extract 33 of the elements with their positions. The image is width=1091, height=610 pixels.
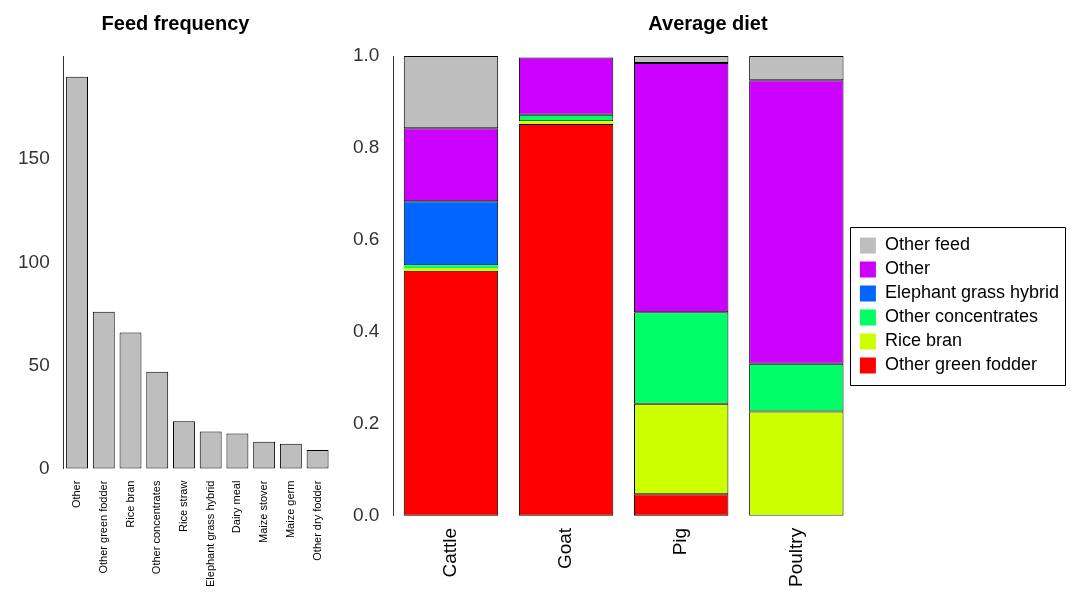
- chart-title: Average diet: [648, 11, 768, 34]
- y-tick-label: 0.0: [352, 504, 380, 526]
- x-tick-label: Elephant grass hybrid: [203, 480, 216, 588]
- x-tick-label: Goat: [554, 527, 576, 570]
- x-tick-label: Rice bran: [123, 480, 136, 528]
- y-tick-label: 0.2: [352, 412, 380, 434]
- x-tick-label: Other dry fodder: [310, 480, 323, 561]
- chart-title: Feed frequency: [101, 11, 251, 34]
- x-tick-label: Rice straw: [177, 480, 189, 532]
- legend-label: Other: [884, 258, 930, 279]
- y-tick-label: 0.4: [352, 320, 380, 342]
- y-tick-label: 0.6: [352, 228, 380, 250]
- legend-label: Other green fodder: [884, 354, 1038, 375]
- legend-label: Rice bran: [884, 330, 962, 351]
- legend-label: Other concentrates: [884, 306, 1038, 327]
- legend-label: Other feed: [884, 234, 970, 255]
- x-tick-label: Maize stover: [257, 480, 270, 543]
- bar: [518, 121, 614, 125]
- x-tick-label: Pig: [669, 527, 691, 556]
- x-tick-label: Other green fodder: [96, 480, 109, 574]
- y-tick-label: 100: [18, 250, 50, 272]
- legend-label: Elephant grass hybrid: [884, 282, 1060, 303]
- x-tick-label: Maize germ: [283, 480, 296, 539]
- x-tick-label: Other: [70, 480, 83, 509]
- y-tick-label: 1.0: [352, 44, 380, 66]
- x-tick-label: Cattle: [439, 527, 461, 578]
- x-tick-label: Dairy meal: [230, 480, 243, 534]
- x-tick-label: Poultry: [784, 527, 806, 588]
- y-tick-label: 150: [18, 147, 50, 169]
- y-tick-label: 0: [39, 456, 50, 478]
- y-tick-label: 0.8: [352, 136, 380, 158]
- x-tick-label: Other concentrates: [150, 480, 163, 575]
- y-tick-label: 50: [28, 353, 50, 375]
